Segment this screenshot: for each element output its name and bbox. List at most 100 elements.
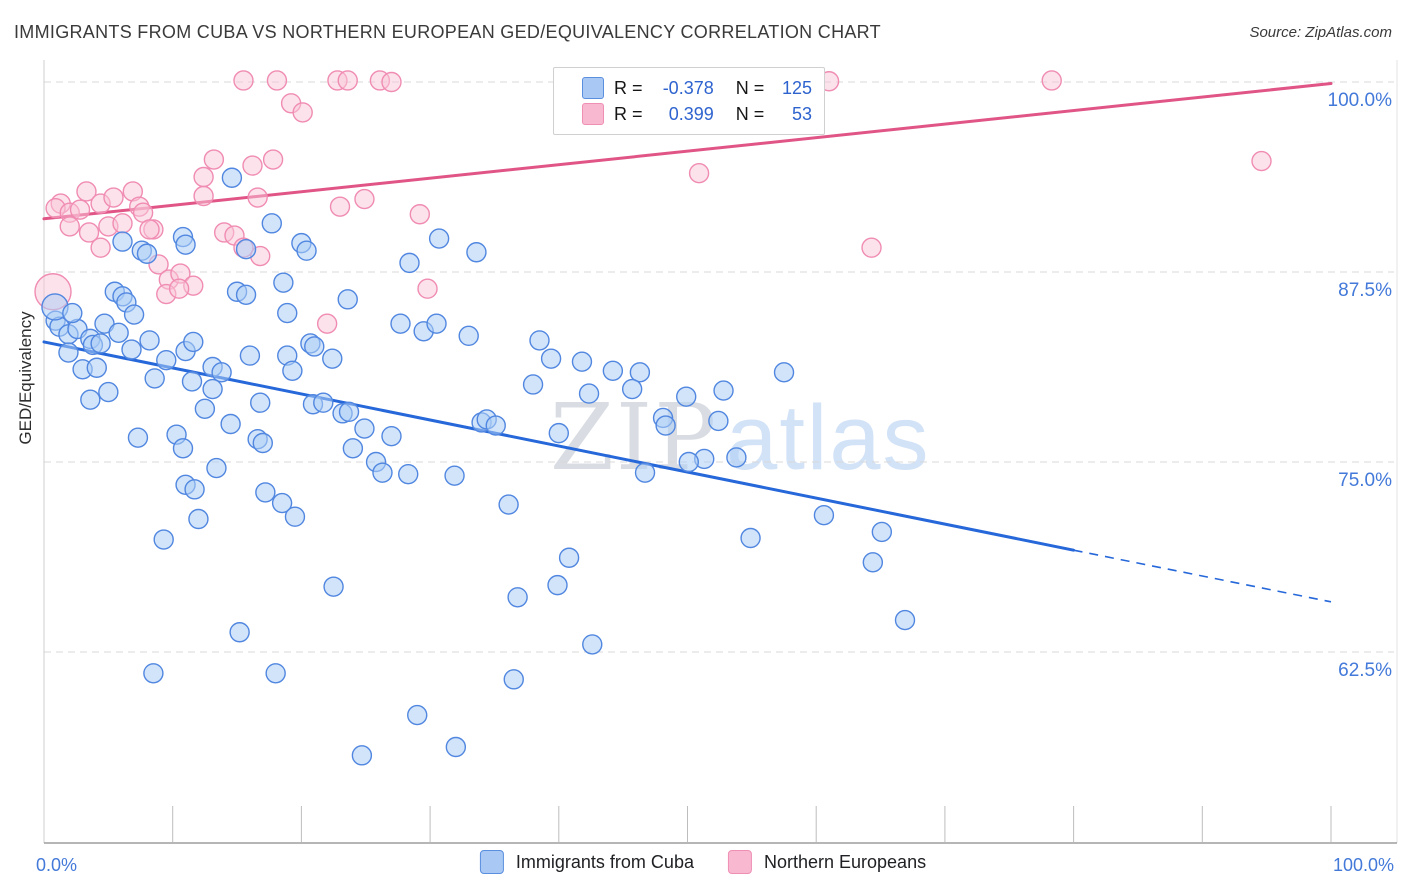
data-point-cuba <box>139 330 160 351</box>
data-point-cuba <box>322 348 343 369</box>
data-point-cuba <box>894 609 916 631</box>
data-point-northern <box>316 313 338 334</box>
data-point-cuba <box>127 427 149 448</box>
data-point-cuba <box>62 302 83 324</box>
data-point-cuba <box>181 371 203 392</box>
data-point-northern <box>103 187 124 208</box>
legend-bottom-label: Northern Europeans <box>763 851 927 872</box>
data-point-cuba <box>558 547 580 568</box>
data-point-cuba <box>426 313 447 334</box>
r-label: R = <box>614 77 643 98</box>
data-point-cuba <box>86 357 107 378</box>
data-point-cuba <box>813 505 835 526</box>
data-point-northern <box>90 237 111 258</box>
data-point-northern <box>1251 150 1272 172</box>
data-point-cuba <box>708 410 729 432</box>
data-point-northern <box>69 199 91 220</box>
r-value-cuba: -0.378 <box>662 77 714 98</box>
n-value-northern: 53 <box>791 103 812 124</box>
data-point-northern <box>76 181 97 202</box>
n-value-cuba: 125 <box>781 77 812 98</box>
x-axis-start-label: 0.0% <box>36 855 77 875</box>
data-point-cuba <box>277 302 298 324</box>
data-point-cuba <box>773 362 795 383</box>
cuba-swatch <box>582 77 604 99</box>
data-point-cuba <box>239 345 261 366</box>
data-point-northern <box>337 70 358 91</box>
data-point-northern <box>1041 70 1062 91</box>
data-point-cuba <box>655 415 676 436</box>
data-point-northern <box>193 185 214 207</box>
data-point-cuba <box>273 272 294 293</box>
data-point-cuba <box>372 462 393 483</box>
data-point-cuba <box>740 527 761 549</box>
northern-swatch <box>727 850 752 874</box>
data-point-cuba <box>284 506 306 527</box>
data-point-cuba <box>304 336 325 357</box>
cuba-trend-line-extrapolated <box>1073 549 1332 603</box>
data-point-cuba <box>265 663 286 684</box>
data-point-cuba <box>571 351 593 372</box>
data-point-northern <box>247 187 268 208</box>
data-point-cuba <box>428 228 450 249</box>
data-point-cuba <box>676 386 697 407</box>
data-point-cuba <box>250 392 271 413</box>
data-point-cuba <box>143 663 164 684</box>
data-point-cuba <box>338 401 360 423</box>
n-label: N = <box>735 77 765 98</box>
n-label: N = <box>735 103 765 124</box>
data-point-cuba <box>98 381 119 403</box>
legend-bottom-label: Immigrants from Cuba <box>515 851 694 872</box>
data-point-northern <box>354 188 375 210</box>
data-point-cuba <box>399 252 420 274</box>
y-axis-title: GED/Equivalency <box>16 311 35 445</box>
data-point-cuba <box>261 213 282 234</box>
data-point-cuba <box>529 330 550 351</box>
data-point-cuba <box>175 234 196 255</box>
northern-swatch <box>582 103 604 125</box>
data-point-northern <box>292 102 313 123</box>
data-point-cuba <box>323 576 344 597</box>
data-points <box>34 70 1272 766</box>
data-point-cuba <box>602 360 624 381</box>
data-point-northern <box>409 204 431 225</box>
data-point-cuba <box>80 389 101 410</box>
data-point-northern <box>112 213 133 234</box>
data-point-cuba <box>255 482 276 503</box>
data-point-cuba <box>498 494 519 515</box>
data-point-cuba <box>407 704 428 726</box>
data-point-cuba <box>678 451 699 473</box>
data-point-cuba <box>58 342 79 363</box>
data-point-cuba <box>153 529 174 550</box>
data-point-northern <box>262 149 284 170</box>
legend-row-northern: R = 0.399 N = 53 <box>564 101 812 127</box>
data-point-cuba <box>548 422 569 444</box>
data-point-cuba <box>156 349 177 371</box>
x-axis-end-label: 100.0% <box>1333 855 1394 875</box>
data-point-cuba <box>123 304 145 325</box>
data-point-cuba <box>354 418 375 439</box>
data-point-northern <box>233 70 254 91</box>
data-point-cuba <box>184 479 205 500</box>
data-point-cuba <box>211 362 232 383</box>
data-point-cuba <box>229 622 250 643</box>
data-point-cuba <box>221 167 243 188</box>
y-axis-tick-label: 62.5% <box>1338 660 1392 681</box>
data-point-cuba <box>235 284 257 305</box>
data-point-cuba <box>206 457 227 479</box>
data-point-northern <box>417 278 438 299</box>
plot-border <box>43 60 1398 844</box>
data-point-northern <box>139 219 160 240</box>
data-point-cuba <box>108 322 129 343</box>
legend-row-cuba: R = -0.378 N = 125 <box>564 75 812 101</box>
r-value-northern: 0.399 <box>668 103 714 124</box>
data-point-cuba <box>862 552 884 573</box>
data-point-cuba <box>342 438 364 459</box>
data-point-northern <box>78 222 100 243</box>
data-point-cuba <box>458 325 479 347</box>
data-point-northern <box>59 216 80 237</box>
data-point-cuba <box>188 508 209 530</box>
data-point-cuba <box>621 378 643 400</box>
legend-bottom-item-northern: Northern Europeans <box>727 850 927 874</box>
